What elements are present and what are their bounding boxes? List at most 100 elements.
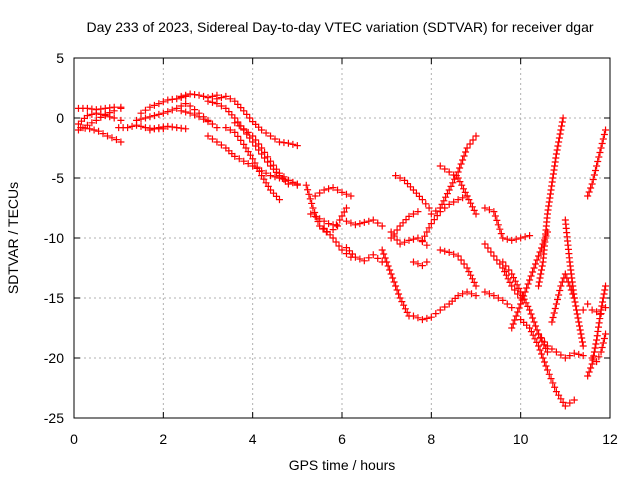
data-point [117,104,125,112]
data-point [195,109,203,117]
data-point [418,236,426,244]
data-point [267,157,275,165]
data-point [526,276,534,284]
data-point [117,138,125,146]
data-point [244,148,252,156]
data-point [524,302,532,310]
data-point [293,142,301,150]
data-point [329,221,337,229]
data-point [556,287,564,294]
data-point [409,186,417,194]
data-point [579,306,587,314]
data-point [588,306,596,314]
data-point [472,210,480,218]
data-point [225,108,233,116]
data-point [405,236,413,244]
data-point [436,162,444,170]
data-point [351,221,359,229]
data-point [234,132,242,140]
data-point [159,109,167,117]
data-point [195,91,203,99]
data-point [540,338,548,346]
data-point [255,140,263,148]
data-point [432,310,440,318]
series-track-38 [517,316,578,410]
data-point [591,167,599,174]
data-point [240,125,248,133]
data-point [356,220,364,228]
data-point [88,110,96,118]
data-point [445,186,453,194]
data-point [280,173,288,181]
data-point [231,119,239,127]
data-point [390,230,398,238]
data-point [200,113,208,121]
data-point [513,281,521,289]
data-point [505,266,513,274]
data-point [450,198,458,206]
data-point [425,204,433,212]
data-point [551,305,559,312]
data-point [137,115,145,123]
data-point [271,135,279,143]
data-point [438,200,446,208]
data-point [430,216,438,224]
data-point [533,326,541,334]
data-point [208,92,216,100]
data-point [599,298,607,306]
data-point [579,352,587,360]
data-point [596,149,604,156]
data-point [110,107,118,115]
data-point [427,220,435,228]
data-point [258,144,266,152]
data-point [155,124,163,132]
data-point [360,257,368,265]
data-point [490,252,498,260]
data-point [484,244,492,252]
data-point [540,358,548,366]
data-point [571,298,579,306]
data-point [441,165,449,173]
data-point [342,244,350,252]
data-point [504,275,512,283]
data-point [599,294,607,302]
data-point [101,112,109,120]
data-point [517,234,525,242]
data-point [110,114,118,122]
data-point [598,344,606,351]
data-point [240,107,248,115]
series-track-26 [378,246,413,320]
data-point [326,231,334,239]
data-point [594,327,602,335]
data-point [329,234,337,242]
x-tick-label: 8 [427,431,435,447]
data-point [270,189,278,197]
data-point [403,308,411,316]
data-point [338,212,346,220]
data-point [425,224,433,232]
data-point [347,219,355,227]
data-point [549,379,557,387]
data-point [463,192,471,200]
data-point [264,182,272,190]
data-point [204,116,212,124]
data-point [275,169,283,177]
data-point [234,100,242,108]
data-point [311,192,319,200]
data-point [289,179,297,187]
data-point [342,190,350,198]
data-point [570,396,578,404]
series-track-46 [588,330,610,366]
data-point [200,92,208,100]
data-point [325,185,333,193]
data-point [228,111,236,119]
data-point [602,282,610,290]
data-point [262,129,270,137]
data-point [600,290,608,298]
series-track-16 [231,119,301,189]
data-point [585,368,593,376]
data-point [450,171,458,179]
data-point [472,292,480,300]
data-point [596,315,604,323]
